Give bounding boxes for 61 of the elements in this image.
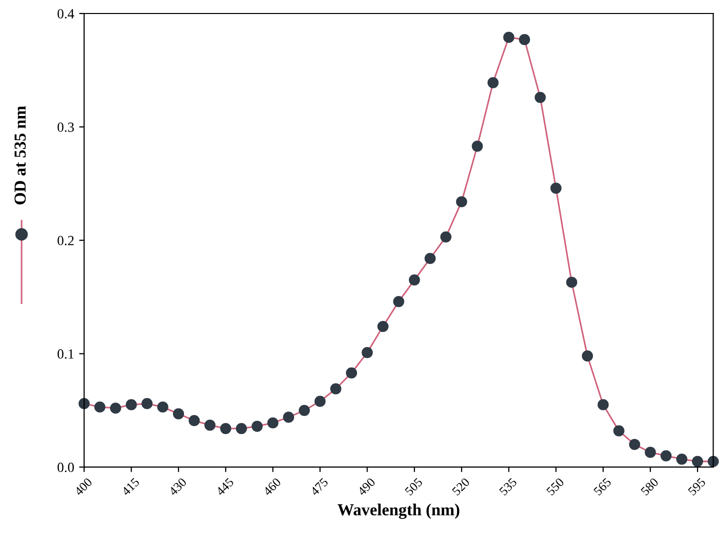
point: [503, 32, 514, 43]
x-tick-label: 400: [74, 477, 93, 496]
point: [408, 274, 420, 286]
point: [283, 412, 294, 423]
point: [488, 77, 499, 88]
text: OD at 535 nm: [14, 106, 26, 204]
x-tick-label: 550: [546, 477, 564, 496]
point: [141, 398, 153, 410]
point: [440, 231, 452, 242]
x-tick-label: 460: [262, 477, 282, 496]
x-tick-label: 415: [121, 477, 140, 496]
x-tick-label: 430: [168, 477, 187, 496]
point: [393, 296, 404, 308]
point: [330, 383, 342, 394]
point: [566, 276, 578, 288]
y-tick-label: 0.1: [58, 349, 74, 359]
x-tick-label: 595: [688, 477, 706, 496]
point: [314, 396, 326, 407]
x-tick-label: 535: [498, 477, 518, 496]
point: [598, 399, 609, 410]
point: [377, 320, 389, 332]
point: [298, 404, 310, 416]
point: [204, 420, 216, 431]
point: [629, 438, 640, 450]
point: [362, 347, 373, 358]
y-tick-label: 0.3: [58, 122, 74, 132]
point: [346, 367, 358, 379]
point: [126, 399, 137, 410]
y-tick-label: 0.0: [58, 462, 74, 472]
y-tick-label: 0.4: [58, 9, 74, 19]
point: [252, 420, 263, 432]
point: [534, 92, 546, 103]
point: [692, 456, 704, 467]
x-axis-title: Wavelength (nm): [338, 504, 460, 519]
point: [472, 140, 483, 152]
x-tick-label: 520: [452, 477, 470, 496]
x-tick-label: 580: [640, 477, 659, 496]
y-tick-label: 0.2: [58, 236, 74, 246]
point: [157, 401, 168, 413]
point: [613, 425, 624, 436]
x-tick-label: 490: [357, 477, 376, 496]
point: [236, 422, 247, 434]
point: [644, 446, 656, 458]
point: [518, 34, 530, 46]
point: [267, 417, 278, 428]
point: [582, 350, 593, 362]
point: [676, 454, 688, 465]
point: [78, 398, 90, 410]
point: [660, 450, 672, 462]
point: [550, 182, 562, 194]
point: [188, 415, 200, 426]
x-tick-label: 565: [593, 477, 612, 496]
point: [110, 402, 122, 414]
point: [220, 422, 232, 434]
x-tick-label: 445: [216, 477, 234, 496]
x-tick-label: 475: [310, 477, 329, 496]
point: [94, 401, 106, 413]
point: [172, 408, 184, 420]
x-tick-label: 505: [404, 477, 423, 496]
point: [424, 252, 436, 264]
point: [456, 196, 468, 208]
